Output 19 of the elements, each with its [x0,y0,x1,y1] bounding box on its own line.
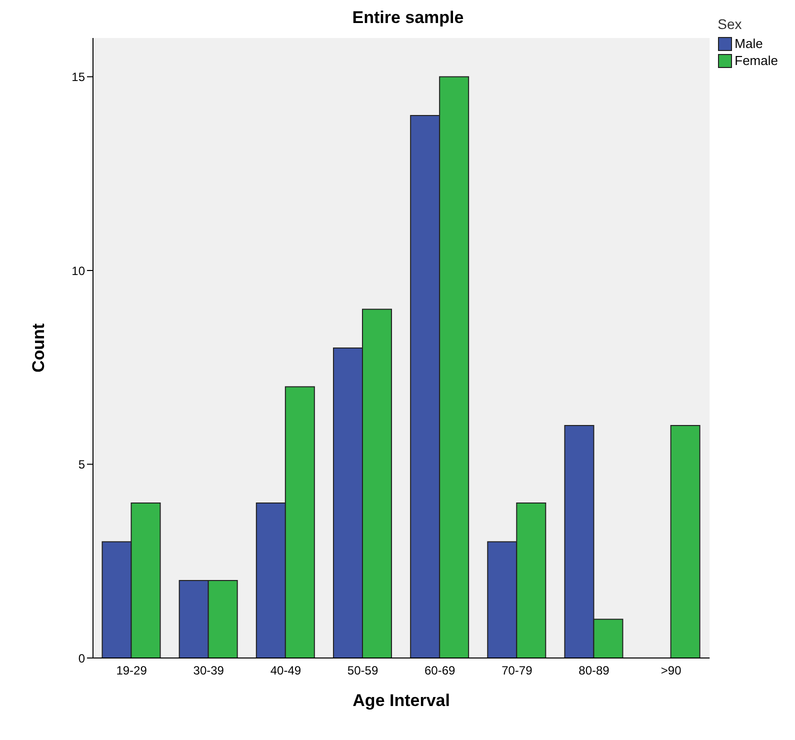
legend-label: Female [734,53,778,68]
y-tick-label: 15 [72,70,86,84]
x-tick-label: 70-79 [502,664,533,678]
x-tick-label: 40-49 [270,664,302,678]
legend-label: Male [734,36,763,51]
x-tick-label: 19-29 [116,664,148,678]
x-axis-title: Age Interval [352,691,450,710]
legend-title: Sex [718,16,743,32]
y-tick-label: 0 [78,651,86,666]
x-tick-label: 50-59 [347,664,378,678]
x-tick-label: 80-89 [578,664,610,678]
bar [670,425,700,658]
y-tick-label: 5 [78,458,86,472]
x-tick-label: 60-69 [424,664,456,678]
y-axis-title: Count [29,323,48,373]
y-tick-label: 10 [72,264,86,278]
x-tick-label: 30-39 [193,664,224,678]
chart-title: Entire sample [352,8,464,27]
x-tick-label: >90 [660,664,682,678]
